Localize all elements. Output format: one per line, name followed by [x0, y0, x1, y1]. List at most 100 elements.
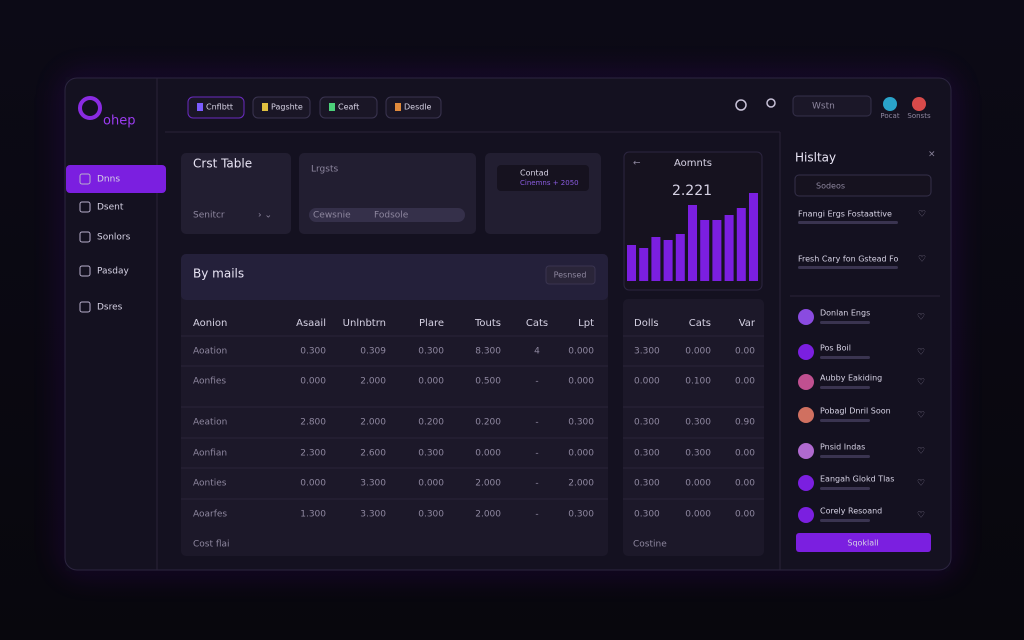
pinned-title[interactable]: Fresh Cary fon Gstead Fo	[798, 255, 898, 264]
pill[interactable]: Fodsole	[374, 211, 409, 221]
bar	[724, 215, 734, 281]
nav-item[interactable]: Dnns	[97, 175, 120, 185]
cell: 0.00	[735, 510, 755, 520]
column-header: Cats	[526, 318, 548, 329]
cell: 1.300	[300, 510, 326, 520]
cell: 2.000	[360, 377, 386, 387]
nav-item[interactable]: Pasday	[97, 267, 129, 277]
cell: 3.300	[360, 479, 386, 489]
card-title: Crst Table	[193, 157, 252, 171]
cell: 0.300	[634, 510, 660, 520]
chart-total: 2.221	[672, 183, 712, 199]
chevron[interactable]: › ⌄	[258, 211, 272, 221]
back-arrow[interactable]: ←	[633, 159, 641, 169]
item-title[interactable]: Pos Boil	[820, 344, 851, 353]
item-title[interactable]: Pnsid Indas	[820, 443, 865, 452]
cell: -	[535, 479, 538, 489]
cell: 0.309	[360, 347, 386, 357]
column-header: Lpt	[578, 318, 594, 329]
cell: 0.000	[685, 347, 711, 357]
cell: 2.600	[360, 449, 386, 459]
heart[interactable]: ♡	[917, 479, 925, 489]
cell: 0.00	[735, 479, 755, 489]
history-search-text: Sodeos	[816, 182, 845, 191]
cell: 3.300	[360, 510, 386, 520]
cell: 3.300	[634, 347, 660, 357]
cell: 0.000	[568, 347, 594, 357]
tables: Aonion Asaail Unlnbtrn Plare Touts Cats Lpt Aoa…	[181, 318, 764, 520]
heart[interactable]: ♡	[917, 313, 925, 323]
cell: 0.00	[735, 347, 755, 357]
nav-item[interactable]: Dsres	[97, 303, 123, 313]
cell: 0.300	[418, 510, 444, 520]
cell: 0.000	[418, 377, 444, 387]
history-search[interactable]	[794, 174, 932, 197]
tab[interactable]	[385, 96, 442, 119]
nav-icon	[79, 173, 91, 185]
avatar[interactable]	[883, 97, 897, 111]
search-box[interactable]	[792, 95, 872, 117]
pill[interactable]: Cewsnie	[313, 211, 351, 221]
nav-icon	[79, 201, 91, 213]
history-button[interactable]	[796, 533, 931, 552]
cell: 0.00	[735, 377, 755, 387]
subtext-line	[820, 419, 870, 422]
tab-icon	[262, 103, 268, 111]
avatar	[798, 344, 814, 360]
heart[interactable]: ♡	[918, 210, 926, 220]
item-title[interactable]: Corely Resoand	[820, 507, 882, 516]
subtext-line	[820, 321, 870, 324]
cell: 0.300	[634, 418, 660, 428]
tab[interactable]	[319, 96, 378, 119]
history-title: Hisltay	[795, 151, 836, 165]
item-title[interactable]: Pobagl Dnril Soon	[820, 407, 891, 416]
heart[interactable]: ♡	[917, 511, 925, 521]
cell: 0.000	[418, 479, 444, 489]
cell: 0.100	[685, 377, 711, 387]
brand: ohep	[103, 114, 135, 129]
table-footer: Cost flai	[193, 540, 230, 550]
side-table-card	[623, 299, 764, 556]
row-label: Aonfian	[193, 449, 227, 459]
pinned-title[interactable]: Fnangi Ergs Fostaattive	[798, 210, 892, 219]
close[interactable]: ×	[928, 150, 936, 160]
heart[interactable]: ♡	[918, 255, 926, 265]
row-label: Aonfies	[193, 377, 226, 387]
cell: 0.000	[634, 377, 660, 387]
search-icon[interactable]	[735, 99, 747, 111]
subtext-line	[820, 356, 870, 359]
bar	[663, 240, 673, 281]
tab-label: Desdle	[404, 103, 432, 112]
cell: 0.000	[300, 479, 326, 489]
heart[interactable]: ♡	[917, 411, 925, 421]
item-title[interactable]: Aubby Eakiding	[820, 374, 882, 383]
user-icon[interactable]	[766, 98, 776, 108]
cell: 0.000	[475, 449, 501, 459]
tab-label: Pagshte	[271, 103, 303, 112]
cell: -	[535, 449, 538, 459]
row-label: Aeation	[193, 418, 227, 428]
tab[interactable]	[252, 96, 311, 119]
nav-icon	[79, 301, 91, 313]
cell: 0.500	[475, 377, 501, 387]
tab[interactable]	[187, 96, 245, 119]
row-label: Aoarfes	[193, 510, 227, 520]
tab-label: Cnflbtt	[206, 103, 233, 112]
avatar[interactable]	[912, 97, 926, 111]
nav-item[interactable]: Sonlors	[97, 233, 131, 243]
nav-item[interactable]: Dsent	[97, 203, 124, 213]
heart[interactable]: ♡	[917, 378, 925, 388]
column-header: Touts	[474, 318, 501, 329]
column-header: Dolls	[634, 318, 659, 329]
heart[interactable]: ♡	[917, 447, 925, 457]
table-button[interactable]	[545, 265, 596, 285]
cell: 2.300	[300, 449, 326, 459]
item-title[interactable]: Donlan Engs	[820, 309, 870, 318]
cell: 0.300	[685, 449, 711, 459]
avatar	[798, 407, 814, 423]
table-title: By mails	[193, 267, 244, 281]
item-title[interactable]: Eangah Glokd Tlas	[820, 475, 894, 484]
cell: 0.300	[568, 418, 594, 428]
heart[interactable]: ♡	[917, 348, 925, 358]
cell: 2.000	[360, 418, 386, 428]
